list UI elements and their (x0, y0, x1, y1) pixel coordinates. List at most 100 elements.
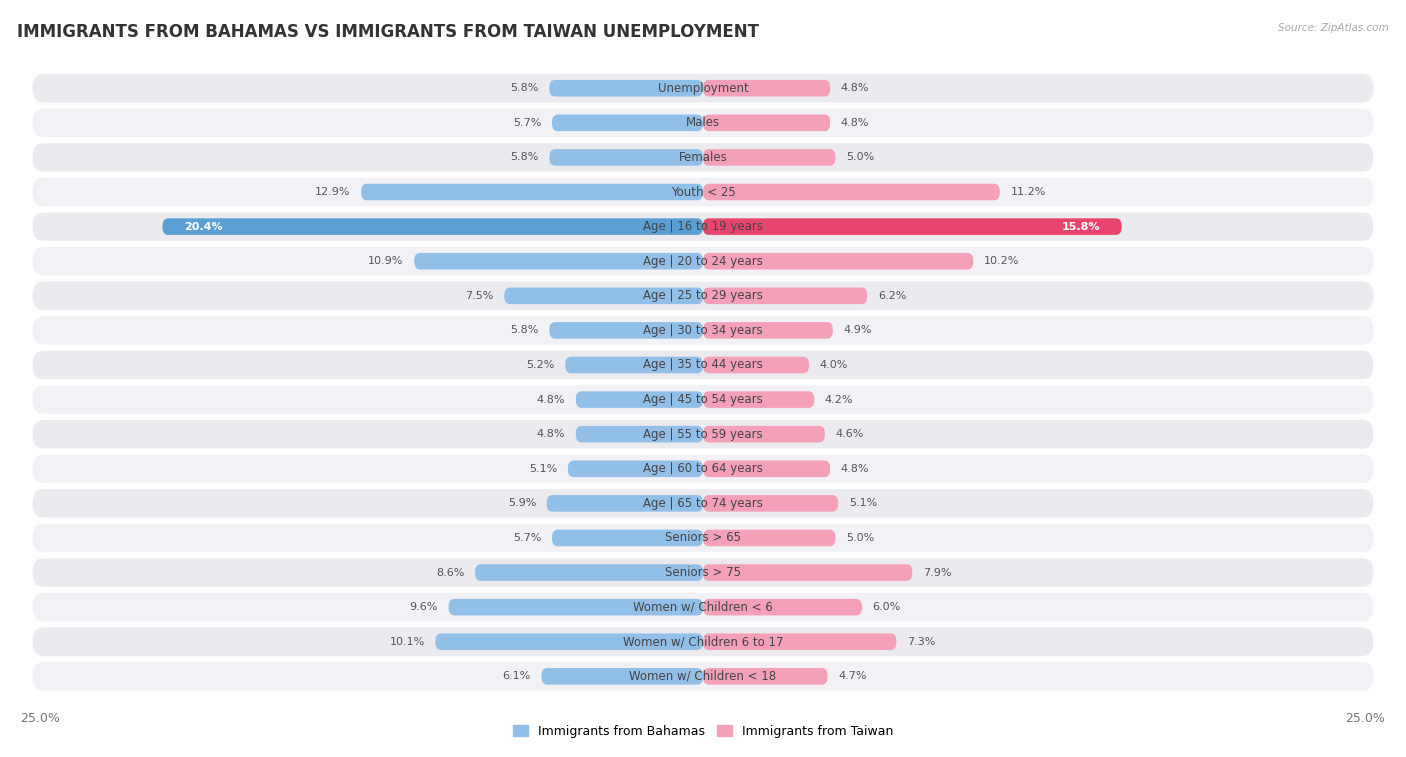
FancyBboxPatch shape (361, 184, 703, 201)
FancyBboxPatch shape (550, 80, 703, 97)
FancyBboxPatch shape (32, 662, 1374, 690)
Text: 5.8%: 5.8% (510, 83, 538, 93)
FancyBboxPatch shape (703, 80, 830, 97)
Text: 11.2%: 11.2% (1011, 187, 1046, 197)
Text: IMMIGRANTS FROM BAHAMAS VS IMMIGRANTS FROM TAIWAN UNEMPLOYMENT: IMMIGRANTS FROM BAHAMAS VS IMMIGRANTS FR… (17, 23, 759, 41)
Text: Females: Females (679, 151, 727, 164)
Text: Women w/ Children < 6: Women w/ Children < 6 (633, 600, 773, 614)
FancyBboxPatch shape (541, 668, 703, 684)
Text: Males: Males (686, 117, 720, 129)
FancyBboxPatch shape (32, 350, 1374, 379)
FancyBboxPatch shape (703, 564, 912, 581)
FancyBboxPatch shape (703, 218, 1122, 235)
FancyBboxPatch shape (32, 489, 1374, 518)
Text: Women w/ Children 6 to 17: Women w/ Children 6 to 17 (623, 635, 783, 648)
FancyBboxPatch shape (32, 420, 1374, 448)
Text: 6.0%: 6.0% (873, 602, 901, 612)
Text: 8.6%: 8.6% (436, 568, 464, 578)
FancyBboxPatch shape (32, 247, 1374, 276)
Text: Age | 45 to 54 years: Age | 45 to 54 years (643, 393, 763, 406)
FancyBboxPatch shape (547, 495, 703, 512)
Text: 5.9%: 5.9% (508, 498, 536, 509)
FancyBboxPatch shape (703, 634, 897, 650)
FancyBboxPatch shape (32, 628, 1374, 656)
Text: Age | 35 to 44 years: Age | 35 to 44 years (643, 359, 763, 372)
FancyBboxPatch shape (32, 559, 1374, 587)
FancyBboxPatch shape (32, 316, 1374, 344)
Text: 10.9%: 10.9% (368, 256, 404, 266)
Text: Age | 25 to 29 years: Age | 25 to 29 years (643, 289, 763, 302)
FancyBboxPatch shape (703, 149, 835, 166)
FancyBboxPatch shape (553, 114, 703, 131)
Text: 7.3%: 7.3% (907, 637, 935, 646)
Text: 4.8%: 4.8% (841, 464, 869, 474)
Text: 4.8%: 4.8% (841, 118, 869, 128)
FancyBboxPatch shape (32, 74, 1374, 102)
Text: 12.9%: 12.9% (315, 187, 350, 197)
FancyBboxPatch shape (576, 391, 703, 408)
FancyBboxPatch shape (703, 253, 973, 269)
FancyBboxPatch shape (32, 385, 1374, 414)
FancyBboxPatch shape (415, 253, 703, 269)
FancyBboxPatch shape (565, 357, 703, 373)
FancyBboxPatch shape (32, 143, 1374, 172)
FancyBboxPatch shape (576, 426, 703, 443)
Text: 4.2%: 4.2% (825, 394, 853, 404)
Text: 5.8%: 5.8% (510, 152, 538, 163)
FancyBboxPatch shape (703, 322, 832, 338)
Text: 6.2%: 6.2% (877, 291, 907, 301)
FancyBboxPatch shape (703, 426, 825, 443)
FancyBboxPatch shape (32, 593, 1374, 621)
Text: 5.7%: 5.7% (513, 533, 541, 543)
Text: 5.2%: 5.2% (526, 360, 554, 370)
FancyBboxPatch shape (32, 524, 1374, 552)
FancyBboxPatch shape (703, 599, 862, 615)
FancyBboxPatch shape (703, 114, 830, 131)
Text: 4.7%: 4.7% (838, 671, 866, 681)
FancyBboxPatch shape (703, 668, 828, 684)
FancyBboxPatch shape (550, 149, 703, 166)
Text: Women w/ Children < 18: Women w/ Children < 18 (630, 670, 776, 683)
Text: 15.8%: 15.8% (1062, 222, 1101, 232)
Text: 9.6%: 9.6% (409, 602, 439, 612)
FancyBboxPatch shape (163, 218, 703, 235)
Text: 10.2%: 10.2% (984, 256, 1019, 266)
FancyBboxPatch shape (32, 455, 1374, 483)
Text: 5.0%: 5.0% (846, 533, 875, 543)
Text: 4.8%: 4.8% (841, 83, 869, 93)
Text: 5.1%: 5.1% (529, 464, 557, 474)
FancyBboxPatch shape (568, 460, 703, 477)
Legend: Immigrants from Bahamas, Immigrants from Taiwan: Immigrants from Bahamas, Immigrants from… (508, 720, 898, 743)
Text: 7.9%: 7.9% (922, 568, 952, 578)
Text: 4.9%: 4.9% (844, 326, 872, 335)
FancyBboxPatch shape (32, 109, 1374, 137)
Text: 6.1%: 6.1% (502, 671, 531, 681)
Text: 4.0%: 4.0% (820, 360, 848, 370)
FancyBboxPatch shape (703, 460, 830, 477)
FancyBboxPatch shape (436, 634, 703, 650)
Text: 10.1%: 10.1% (389, 637, 425, 646)
FancyBboxPatch shape (703, 495, 838, 512)
Text: 5.7%: 5.7% (513, 118, 541, 128)
FancyBboxPatch shape (449, 599, 703, 615)
Text: Youth < 25: Youth < 25 (671, 185, 735, 198)
FancyBboxPatch shape (32, 282, 1374, 310)
FancyBboxPatch shape (703, 288, 868, 304)
Text: 5.1%: 5.1% (849, 498, 877, 509)
FancyBboxPatch shape (505, 288, 703, 304)
FancyBboxPatch shape (475, 564, 703, 581)
Text: Seniors > 75: Seniors > 75 (665, 566, 741, 579)
Text: 4.8%: 4.8% (537, 429, 565, 439)
Text: Age | 30 to 34 years: Age | 30 to 34 years (643, 324, 763, 337)
FancyBboxPatch shape (703, 391, 814, 408)
Text: 4.8%: 4.8% (537, 394, 565, 404)
Text: Source: ZipAtlas.com: Source: ZipAtlas.com (1278, 23, 1389, 33)
Text: Age | 65 to 74 years: Age | 65 to 74 years (643, 497, 763, 510)
FancyBboxPatch shape (703, 530, 835, 547)
Text: 4.6%: 4.6% (835, 429, 863, 439)
Text: 5.8%: 5.8% (510, 326, 538, 335)
FancyBboxPatch shape (32, 213, 1374, 241)
FancyBboxPatch shape (703, 184, 1000, 201)
Text: Age | 16 to 19 years: Age | 16 to 19 years (643, 220, 763, 233)
Text: 7.5%: 7.5% (465, 291, 494, 301)
